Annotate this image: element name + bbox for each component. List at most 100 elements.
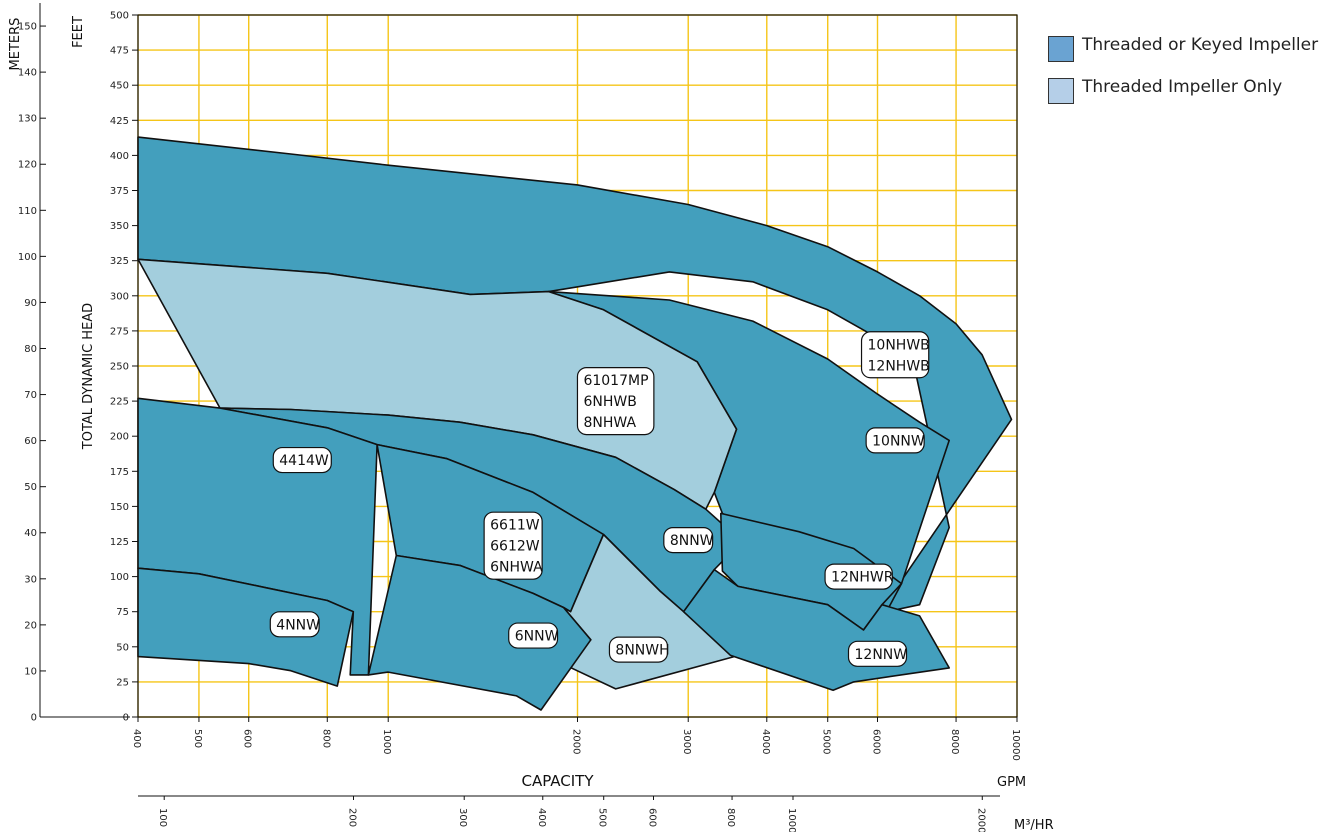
x2-tick-label-300: 300: [457, 808, 468, 827]
y-tick-label-250: 250: [110, 362, 129, 373]
label-box-r-6nnw: [508, 622, 559, 649]
x2-tick-label-500: 500: [597, 808, 608, 827]
label-text-r-10nhwb-0: 10NHWB: [868, 337, 930, 353]
label-r-4414w: 4414W: [272, 446, 332, 474]
y-tick-label-450: 450: [110, 81, 129, 92]
y2-tick-label-140: 140: [18, 68, 37, 79]
label-r-10nnw: 10NNW: [865, 427, 925, 454]
label-text-r-8nnwh-0: 8NNWH: [615, 643, 669, 659]
label-box-r-61017mp: [576, 367, 655, 436]
label-r-10nhwb: 10NHWB 12NHWB: [860, 331, 930, 379]
y2-tick-label-30: 30: [24, 574, 37, 585]
y-tick-label-225: 225: [110, 397, 129, 408]
y-tick-label-100: 100: [110, 572, 129, 583]
label-r-12nnw: 12NNW: [847, 640, 908, 667]
label-r-6611w: 6611W 6612W 6NHWA: [483, 511, 543, 580]
label-box-r-12nnw: [847, 640, 908, 667]
y2-tick-label-20: 20: [24, 620, 37, 631]
label-text-r-6611w-2: 6NHWA: [490, 560, 543, 576]
label-r-8nnwh: 8NNWH: [608, 636, 670, 663]
label-text-r-4414w-0: 4414W: [279, 453, 329, 469]
x-tick-label-500: 500: [192, 729, 203, 748]
x-tick-label-2000: 2000: [571, 729, 582, 754]
y2-tick-label-80: 80: [24, 344, 37, 355]
label-text-r-12nhwr-0: 12NHWR: [831, 570, 894, 586]
x-tick-label-10000: 10000: [1010, 729, 1021, 761]
label-box-r-8nnw: [663, 526, 714, 554]
label-box-r-8nnwh: [608, 636, 669, 663]
y-tick-label-175: 175: [110, 467, 129, 478]
x-tick-label-800: 800: [320, 729, 331, 748]
label-text-r-61017mp-2: 8NHWA: [583, 415, 636, 431]
label-text-r-10nhwb-1: 12NHWB: [868, 358, 930, 374]
x-tick-label-8000: 8000: [949, 729, 960, 754]
y2-tick-label-120: 120: [18, 160, 37, 171]
label-text-r-4nnw-0: 4NNW: [276, 617, 320, 633]
x2-tick-label-600: 600: [646, 808, 657, 827]
x-tick-label-4000: 4000: [760, 729, 771, 754]
x-tick-label-3000: 3000: [681, 729, 692, 754]
y-tick-label-375: 375: [110, 186, 129, 197]
label-text-r-12nnw-0: 12NNW: [855, 647, 908, 663]
region-r-4nnw: [137, 567, 355, 687]
legend-label-keyed: Threaded or Keyed Impeller: [1082, 35, 1319, 55]
axes: 0255075100125150175200225250275300325350…: [8, 3, 1054, 832]
label-text-r-61017mp-0: 61017MP: [583, 373, 648, 389]
label-r-6nnw: 6NNW: [508, 622, 559, 649]
legend-item-keyed: Threaded or Keyed Impeller: [1048, 34, 1338, 62]
legend: Threaded or Keyed Impeller Threaded Impe…: [1048, 34, 1338, 118]
y2-tick-label-40: 40: [24, 528, 37, 539]
label-text-r-6611w-0: 6611W: [490, 518, 540, 534]
y2-tick-label-100: 100: [18, 252, 37, 263]
label-text-r-61017mp-1: 6NHWB: [583, 394, 636, 410]
x-unit-label: GPM: [997, 775, 1026, 790]
y2-tick-label-130: 130: [18, 114, 37, 125]
region-labels: 10NHWB 12NHWB 10NNW 61017MP 6NHWB 8NHWA 8NNW 44…: [269, 331, 930, 667]
y2-unit-label: METERS: [8, 18, 23, 71]
y-tick-label-500: 500: [110, 11, 129, 22]
y-tick-label-0: 0: [123, 713, 129, 724]
label-box-r-10nnw: [865, 427, 925, 454]
label-r-8nnw: 8NNW: [663, 526, 714, 554]
y-tick-label-125: 125: [110, 537, 129, 548]
y2-tick-label-70: 70: [24, 390, 37, 401]
label-r-4nnw: 4NNW: [269, 611, 320, 638]
y2-tick-label-50: 50: [24, 482, 37, 493]
x-tick-label-600: 600: [242, 729, 253, 748]
label-text-r-6nnw-0: 6NNW: [515, 629, 559, 645]
y2-tick-label-150: 150: [18, 22, 37, 33]
x2-tick-label-1000: 1000: [786, 808, 797, 832]
y-tick-label-300: 300: [110, 291, 129, 302]
label-box-r-4414w: [272, 446, 332, 474]
y-tick-label-325: 325: [110, 256, 129, 267]
label-box-r-6611w: [483, 511, 543, 580]
y-axis-title: TOTAL DYNAMIC HEAD: [81, 303, 96, 450]
y-unit-label: FEET: [71, 16, 86, 48]
region-r-8nnwh: [555, 533, 736, 690]
x-axis-title: CAPACITY: [521, 772, 594, 790]
y-tick-label-350: 350: [110, 221, 129, 232]
x-tick-label-1000: 1000: [381, 729, 392, 754]
y2-tick-label-110: 110: [18, 206, 37, 217]
y-tick-label-200: 200: [110, 432, 129, 443]
label-box-r-10nhwb: [860, 331, 930, 379]
y2-tick-label-60: 60: [24, 436, 37, 447]
legend-item-threaded: Threaded Impeller Only: [1048, 76, 1338, 104]
x2-tick-label-100: 100: [157, 808, 168, 827]
label-r-12nhwr: 12NHWR: [824, 563, 894, 590]
x2-unit-label: M³/HR: [1014, 818, 1054, 832]
y2-tick-label-90: 90: [24, 298, 37, 309]
y-tick-label-75: 75: [116, 607, 129, 618]
label-box-r-4nnw: [269, 611, 320, 638]
x2-tick-label-2000: 2000: [975, 808, 986, 832]
y-tick-label-50: 50: [116, 642, 129, 653]
y-tick-label-475: 475: [110, 46, 129, 57]
x-tick-label-400: 400: [131, 729, 142, 748]
y-tick-label-425: 425: [110, 116, 129, 127]
y-tick-label-150: 150: [110, 502, 129, 513]
x2-tick-label-400: 400: [536, 808, 547, 827]
y-tick-label-275: 275: [110, 326, 129, 337]
x2-tick-label-800: 800: [725, 808, 736, 827]
x-tick-label-5000: 5000: [821, 729, 832, 754]
